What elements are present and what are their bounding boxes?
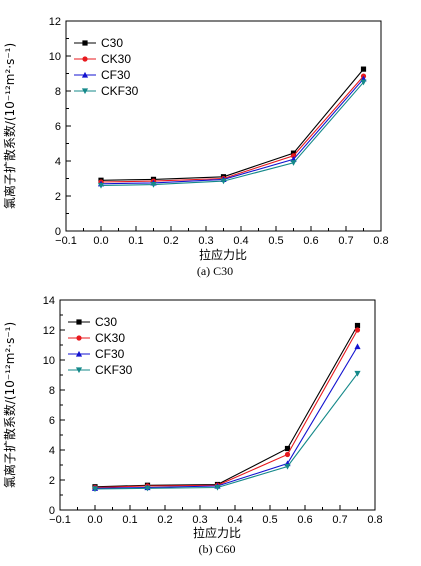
data-point-ckf30 (214, 484, 221, 491)
legend-marker-ck30 (82, 56, 88, 62)
y-tick-label: 2 (55, 191, 61, 203)
data-point-cf30 (354, 343, 361, 350)
x-tick-label: 0.6 (297, 514, 312, 526)
x-axis-label: 拉应力比 (193, 525, 241, 540)
x-tick-label: 0.1 (128, 235, 143, 247)
legend-label-ckf30: CKF30 (95, 363, 133, 377)
y-tick-label: 12 (43, 325, 55, 337)
data-point-ckf30 (220, 178, 227, 185)
y-tick-label: 10 (43, 355, 55, 367)
panel-caption: (b) C60 (199, 542, 236, 556)
x-tick-label: 0.3 (192, 514, 207, 526)
data-point-c30 (360, 66, 367, 72)
legend-marker-ck30 (76, 335, 82, 341)
x-tick-label: 0.2 (157, 514, 172, 526)
legend-marker-c30 (76, 319, 82, 325)
y-axis-label: 氯离子扩散系数/(10⁻¹²m²·s⁻¹) (2, 43, 17, 209)
data-point-c30 (354, 322, 361, 329)
x-tick-label: −0.1 (49, 514, 71, 526)
data-point-c30 (284, 445, 291, 452)
y-axis-label: 氯离子扩散系数/(10⁻¹²m²·s⁻¹) (2, 322, 17, 488)
x-axis-ticks: −0.1 0.0 0.1 0.2 0.3 0.4 0.5 0.6 0.7 0.8 (49, 505, 383, 526)
y-tick-label: 0 (49, 505, 55, 517)
series-line-ck30 (100, 75, 364, 183)
x-axis-ticks: −0.1 0.0 0.1 0.2 0.3 0.4 0.5 0.6 0.7 0.8 (55, 226, 389, 247)
legend: C30 CK30 CF30 CKF30 (68, 315, 133, 377)
data-point-c30 (290, 150, 297, 156)
y-tick-label: 10 (49, 51, 61, 63)
panel-caption: (a) C30 (197, 264, 233, 278)
y-axis-ticks: 0 2 4 6 8 10 12 14 (43, 295, 65, 517)
x-tick-label: 0.3 (198, 235, 213, 247)
series-layer (97, 66, 367, 189)
data-point-ckf30 (91, 486, 99, 493)
y-tick-label: 4 (49, 445, 55, 457)
data-point-ckf30 (150, 182, 157, 188)
series-line-ckf30 (94, 373, 358, 490)
x-tick-label: 0.4 (227, 514, 242, 526)
data-point-ckf30 (284, 463, 291, 470)
legend-label-cf30: CF30 (101, 68, 131, 82)
y-tick-label: 8 (55, 86, 61, 98)
x-axis-label: 拉应力比 (199, 247, 247, 262)
x-tick-label: 0.8 (373, 235, 388, 247)
data-point-ckf30 (97, 182, 105, 189)
data-point-ck30 (284, 451, 291, 458)
chart-panel-c60: −0.1 0.0 0.1 0.2 0.3 0.4 0.5 0.6 0.7 0.8 0 2 4 6 8 10 1… (2, 295, 383, 556)
y-tick-label: 2 (49, 475, 55, 487)
x-tick-label: 0.0 (87, 514, 102, 526)
series-layer (91, 322, 361, 493)
y-tick-label: 6 (55, 121, 61, 133)
x-tick-label: 0.4 (233, 235, 248, 247)
series-line-ckf30 (100, 81, 364, 187)
chart-panel-c30: −0.1 0.0 0.1 0.2 0.3 0.4 0.5 0.6 0.7 0.8 0 2 4 6 8 10 1… (2, 16, 389, 278)
y-tick-label: 0 (55, 226, 61, 238)
x-tick-label: 0.7 (338, 235, 353, 247)
y-tick-label: 6 (49, 415, 55, 427)
x-tick-label: 0.7 (332, 514, 347, 526)
legend-marker-ckf30 (81, 88, 89, 95)
data-point-ck30 (354, 327, 361, 333)
y-tick-label: 8 (49, 385, 55, 397)
y-tick-label: 14 (43, 295, 55, 307)
y-tick-label: 12 (49, 16, 61, 28)
data-point-ckf30 (290, 160, 297, 166)
x-tick-label: 0.6 (303, 235, 318, 247)
y-axis-ticks: 0 2 4 6 8 10 12 (49, 16, 71, 238)
series-line-ck30 (94, 329, 358, 489)
legend-marker-cf30 (75, 350, 83, 357)
legend-marker-c30 (82, 40, 88, 46)
legend-label-cf30: CF30 (95, 347, 125, 361)
data-point-ckf30 (144, 485, 151, 492)
legend-label-c30: C30 (95, 315, 117, 329)
y-tick-label: 4 (55, 156, 61, 168)
x-tick-label: −0.1 (55, 235, 77, 247)
legend-label-ckf30: CKF30 (101, 84, 139, 98)
legend-label-c30: C30 (101, 36, 123, 50)
x-tick-label: 0.5 (268, 235, 283, 247)
x-tick-label: 0.8 (367, 514, 382, 526)
legend-label-ck30: CK30 (101, 52, 131, 66)
x-tick-label: 0.2 (163, 235, 178, 247)
data-point-ckf30 (360, 79, 367, 86)
data-point-ckf30 (354, 370, 361, 377)
series-line-cf30 (100, 78, 364, 185)
legend: C30 CK30 CF30 CKF30 (74, 36, 139, 98)
x-tick-label: 0.1 (122, 514, 137, 526)
x-tick-label: 0.0 (93, 235, 108, 247)
legend-label-ck30: CK30 (95, 331, 125, 345)
series-line-c30 (94, 325, 358, 488)
legend-marker-ckf30 (75, 367, 83, 374)
legend-marker-cf30 (81, 71, 89, 78)
series-line-cf30 (94, 346, 358, 489)
x-tick-label: 0.5 (262, 514, 277, 526)
